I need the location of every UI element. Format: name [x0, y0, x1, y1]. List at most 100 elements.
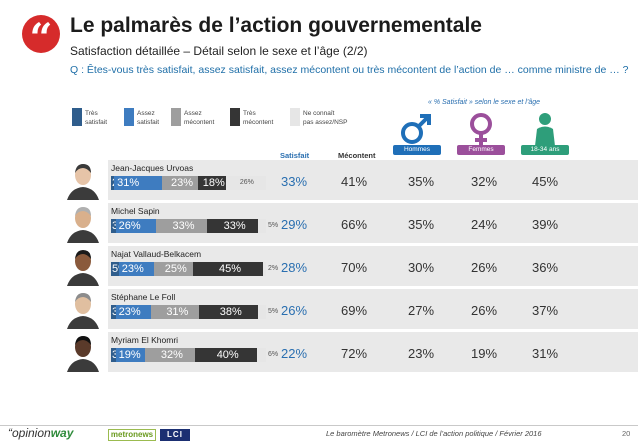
survey-question: Q : Êtes-vous très satisfait, assez sati…: [70, 64, 629, 76]
bar-segment: [225, 176, 266, 190]
value-hommes: 35%: [408, 217, 435, 232]
bar-segment: [151, 305, 200, 319]
bar-segment: [111, 262, 119, 276]
data-label: 33%: [223, 220, 246, 232]
bar-segment: [197, 176, 226, 190]
bar-segment: [111, 348, 116, 362]
bar-segment: [262, 262, 266, 276]
bar-segment: [199, 305, 259, 319]
bar-segment: [111, 219, 116, 233]
legend-swatch: [124, 108, 134, 126]
pill-18-34: 18-34 ans: [521, 145, 569, 155]
value-jeunes_18_34: 31%: [532, 346, 559, 361]
data-label: 32%: [160, 349, 183, 361]
portrait-photo: [67, 250, 99, 286]
bar-segment: [256, 348, 266, 362]
data-label: 31%: [117, 177, 140, 189]
legend-swatch: [72, 108, 82, 126]
value-mecontent: 41%: [341, 174, 368, 189]
value-femmes: 19%: [471, 346, 498, 361]
demographics-note: « % Satisfait » selon le sexe et l’âge: [428, 99, 541, 106]
chart-row: Myriam El Khomri3%19%32%40%6%22%72%23%19…: [0, 332, 638, 372]
value-satisfait: 29%: [281, 217, 308, 232]
quote-badge: “: [22, 15, 60, 62]
data-label: 40%: [216, 349, 239, 361]
data-label: 6%: [268, 351, 279, 358]
minister-name: Myriam El Khomri: [111, 335, 179, 345]
bar-segment: [207, 219, 259, 233]
bar-segment: [155, 219, 208, 233]
value-satisfait: 28%: [281, 260, 308, 275]
page-title: Le palmarès de l’action gouvernementale: [70, 14, 482, 37]
bar-segment: [258, 219, 266, 233]
value-hommes: 30%: [408, 260, 435, 275]
bar-segment: [194, 348, 257, 362]
minister-name: Jean-Jacques Urvoas: [111, 163, 194, 173]
legend-swatch: [290, 108, 300, 126]
bar-segment: [115, 348, 146, 362]
data-label: 23%: [170, 177, 193, 189]
legend-swatch: [230, 108, 240, 126]
value-femmes: 26%: [471, 260, 498, 275]
value-mecontent: 70%: [341, 260, 368, 275]
metronews-logo: metronews: [108, 429, 156, 441]
data-label: 18%: [202, 177, 225, 189]
value-hommes: 23%: [408, 346, 435, 361]
portrait-photo: [67, 207, 99, 243]
value-jeunes_18_34: 36%: [532, 260, 559, 275]
minister-name: Michel Sapin: [111, 206, 160, 216]
bar-segment: [193, 262, 263, 276]
data-label: 2%: [268, 265, 279, 272]
portrait-photo: [67, 336, 99, 372]
bar-segment: [111, 176, 115, 190]
data-label: 33%: [172, 220, 195, 232]
value-jeunes_18_34: 37%: [532, 303, 559, 318]
data-label: 31%: [166, 306, 189, 318]
footer-divider: [0, 425, 638, 426]
value-mecontent: 72%: [341, 346, 368, 361]
legend-label: Assez satisfait: [137, 110, 160, 126]
data-label: 45%: [219, 263, 242, 275]
value-femmes: 24%: [471, 217, 498, 232]
page-subtitle: Satisfaction détaillée – Détail selon le…: [70, 44, 368, 58]
portrait-photo: [67, 164, 99, 200]
pill-hommes: Hommes: [393, 145, 441, 155]
data-label: 19%: [118, 349, 141, 361]
footer-source: Le baromètre Metronews / LCI de l’action…: [326, 429, 542, 438]
data-label: 26%: [118, 220, 141, 232]
value-satisfait: 22%: [281, 346, 308, 361]
female-symbol-icon: [470, 113, 492, 146]
column-mecontent: Mécontent: [338, 151, 376, 160]
minister-name: Stéphane Le Foll: [111, 292, 176, 302]
pill-femmes: Femmes: [457, 145, 505, 155]
legend-label: Très satisfait: [85, 110, 108, 126]
value-femmes: 32%: [471, 174, 498, 189]
bar-segment: [145, 348, 195, 362]
bar-segment: [118, 262, 155, 276]
data-label: 25%: [164, 263, 187, 275]
bar-segment: [114, 176, 163, 190]
column-satisfait: Satisfait: [280, 151, 310, 160]
chart-row: Jean-Jacques Urvoas2%31%23%18%26%33%41%3…: [0, 160, 638, 200]
bar-segment: [115, 305, 152, 319]
portrait-photo: [67, 293, 99, 329]
lci-logo: LCI: [160, 429, 190, 441]
value-jeunes_18_34: 39%: [532, 217, 559, 232]
legend-label: Ne connaît pas assez/NSP: [303, 110, 348, 126]
value-mecontent: 66%: [341, 217, 368, 232]
bar-segment: [154, 262, 194, 276]
data-label: 5%: [268, 308, 279, 315]
legend-label: Très mécontent: [243, 110, 274, 126]
minister-name: Najat Vallaud-Belkacem: [111, 249, 202, 259]
value-jeunes_18_34: 45%: [532, 174, 559, 189]
data-label: 23%: [121, 263, 144, 275]
opinionway-logo: “opinionway: [8, 426, 74, 440]
data-label: 38%: [219, 306, 242, 318]
bar-segment: [111, 305, 116, 319]
value-hommes: 27%: [408, 303, 435, 318]
legend-swatch: [171, 108, 181, 126]
value-hommes: 35%: [408, 174, 435, 189]
chart-row: Najat Vallaud-Belkacem5%23%25%45%2%28%70…: [0, 246, 638, 286]
value-satisfait: 33%: [281, 174, 308, 189]
legend-label: Assez mécontent: [184, 110, 215, 126]
